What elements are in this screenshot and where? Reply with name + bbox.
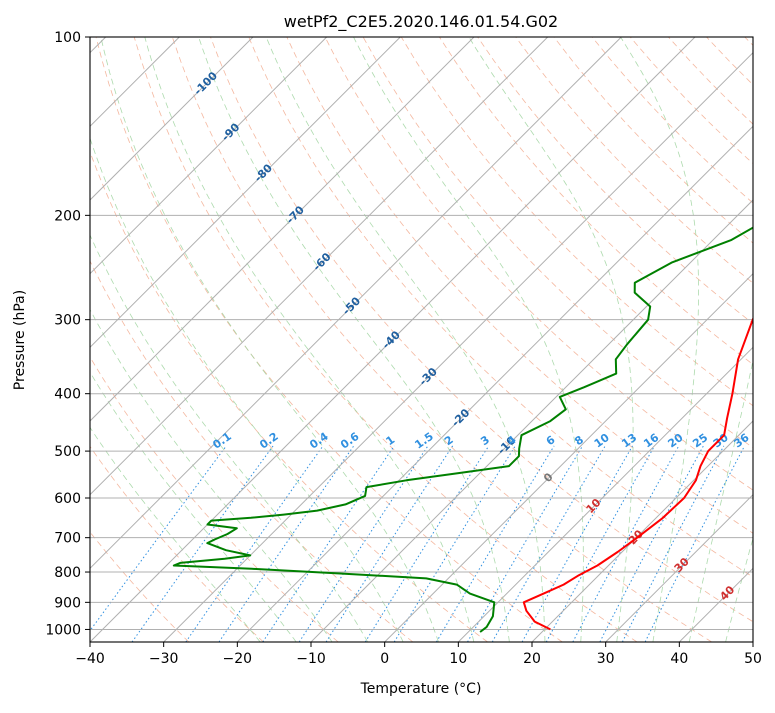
mixing-ratio-label: 1.5 <box>412 430 435 452</box>
mixing-ratio-label: 0.4 <box>307 430 331 452</box>
dry-adiabat <box>707 37 775 642</box>
mixing-ratio-line <box>82 446 227 642</box>
mixing-ratio-line <box>263 446 395 642</box>
y-tick-label: 700 <box>54 531 81 547</box>
moist-adiabat <box>32 37 367 642</box>
y-tick-label: 200 <box>54 208 81 224</box>
y-tick-label: 900 <box>54 595 81 611</box>
x-tick-label: 10 <box>449 651 467 667</box>
mixing-ratio-line <box>645 446 744 642</box>
moist-adiabat <box>726 37 775 642</box>
isotherm-grid-line <box>458 37 775 642</box>
mixing-ratio-label: 10 <box>592 431 612 451</box>
dry-adiabat <box>0 37 264 642</box>
dry-adiabat <box>554 37 775 642</box>
mixing-ratio-line <box>394 446 515 642</box>
moist-adiabat <box>469 37 633 642</box>
mixing-ratio-label: 1 <box>384 433 398 448</box>
sounding-line <box>524 37 775 629</box>
x-tick-label: 50 <box>744 651 762 667</box>
x-tick-label: −40 <box>75 651 105 667</box>
y-tick-label: 1000 <box>45 622 81 638</box>
isotherm-grid-line <box>0 37 400 642</box>
y-tick-label: 500 <box>54 444 81 460</box>
reference-line-labels: -100-90-80-70-60-50-40-30-20-10010203040… <box>191 69 751 603</box>
moist-adiabat <box>4 37 332 642</box>
x-tick-label: 20 <box>523 651 541 667</box>
sounding-series <box>174 37 775 632</box>
mixing-ratio-label: 20 <box>666 431 686 451</box>
x-axis-title: Temperature (°C) <box>360 681 482 697</box>
x-tick-label: 0 <box>380 651 389 667</box>
mixing-ratio-label: 13 <box>619 431 639 450</box>
isotherm-grid-line <box>237 37 775 642</box>
mixing-ratio-label: 16 <box>641 431 661 451</box>
moist-adiabat <box>689 37 775 642</box>
mixing-ratio-label: 30 <box>711 431 731 451</box>
x-tick-label: −30 <box>149 651 179 667</box>
mixing-ratio-line <box>468 446 583 642</box>
mixing-ratio-label: 0.6 <box>338 430 362 452</box>
x-axis: −40 −30 −20 −10 0 10 20 30 40 50 <box>75 642 762 667</box>
mixing-ratio-line <box>522 446 632 642</box>
x-tick-label: −10 <box>296 651 326 667</box>
y-axis-title: Pressure (hPa) <box>12 290 28 390</box>
dry-adiabat <box>20 37 413 642</box>
mixing-ratio-label: 36 <box>732 431 752 451</box>
mixing-ratio-label: 0.1 <box>210 430 233 452</box>
mixing-ratio-line <box>573 446 679 642</box>
mixing-ratio-line <box>600 446 704 642</box>
isotherm-grid-line <box>532 37 775 642</box>
moist-adiabat <box>0 37 260 642</box>
y-tick-label: 800 <box>54 565 81 581</box>
y-tick-label: 100 <box>54 30 81 46</box>
mixing-ratio-label: 8 <box>572 433 586 448</box>
isotherm-grid-line <box>16 37 621 642</box>
y-axis: 100 200 300 400 500 600 700 800 900 1000 <box>45 30 90 638</box>
isotherm-grid-line <box>0 37 253 642</box>
dry-adiabat <box>516 37 775 642</box>
y-tick-label: 400 <box>54 387 81 403</box>
x-tick-label: −20 <box>223 651 253 667</box>
mixing-ratio-label: 0.2 <box>257 430 280 452</box>
isotherm-grid-line <box>753 37 775 642</box>
mixing-ratio-line <box>219 446 354 642</box>
mixing-ratio-line <box>186 446 323 642</box>
isotherm-grid-line <box>164 37 769 642</box>
mixing-ratio-label: 2 <box>442 433 456 448</box>
isotherm-grid-line <box>311 37 775 642</box>
dry-adiabat <box>0 37 189 642</box>
isotherm-grid-line <box>679 37 775 642</box>
chart-title: wetPf2_C2E5.2020.146.01.54.G02 <box>284 12 558 32</box>
mixing-ratio-line <box>365 446 489 642</box>
mixing-ratio-label: 3 <box>478 433 492 448</box>
x-tick-label: 40 <box>670 651 688 667</box>
isotherm-grid-line <box>385 37 775 642</box>
mixing-ratio-label: 6 <box>544 433 558 448</box>
mixing-ratio-line <box>436 446 554 642</box>
y-tick-label: 600 <box>54 491 81 507</box>
isotherm-grid-line <box>0 37 327 642</box>
y-tick-label: 300 <box>54 313 81 329</box>
dry-adiabat <box>668 37 775 642</box>
x-tick-label: 30 <box>597 651 615 667</box>
sounding-line <box>174 37 775 632</box>
dry-adiabat <box>58 37 488 642</box>
dry-adiabat <box>0 37 338 642</box>
